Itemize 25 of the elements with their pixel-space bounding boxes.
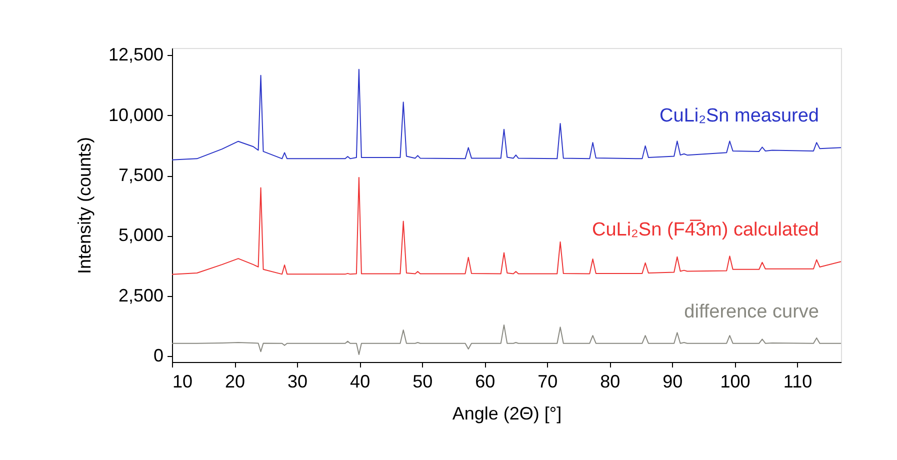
x-tick-label: 50: [412, 372, 433, 392]
y-tick-label: 12,500: [108, 44, 164, 65]
x-tick-label: 40: [350, 372, 370, 392]
x-tick-label: 110: [783, 372, 812, 392]
x-axis-title: Angle (2Θ) [°]: [452, 404, 562, 424]
line-series: [172, 176, 841, 275]
x-tick-label: 100: [720, 372, 750, 392]
series-label: CuLi₂Sn (F4̅3m) calculated: [592, 220, 819, 241]
x-tick-label: 60: [475, 372, 496, 392]
line-series: [172, 324, 841, 356]
x-tick-label: 70: [538, 372, 558, 392]
x-tick-label: 30: [288, 372, 308, 392]
y-tick-label: 5,000: [118, 225, 164, 246]
x-tick-label: 20: [225, 372, 246, 392]
line-series: [172, 68, 841, 160]
y-axis-title: Intensity (counts): [74, 136, 94, 274]
y-tick-label: 7,500: [118, 165, 164, 186]
x-tick-label: 10: [172, 372, 193, 392]
x-tick-label: 80: [600, 372, 620, 392]
x-tick-label: 90: [662, 372, 683, 392]
y-tick-label: 2,500: [118, 285, 164, 306]
y-tick-label: 0: [153, 345, 164, 366]
series-label: CuLi₂Sn measured: [660, 106, 819, 127]
y-tick-label: 10,000: [108, 104, 164, 125]
series-label: difference curve: [684, 301, 819, 322]
